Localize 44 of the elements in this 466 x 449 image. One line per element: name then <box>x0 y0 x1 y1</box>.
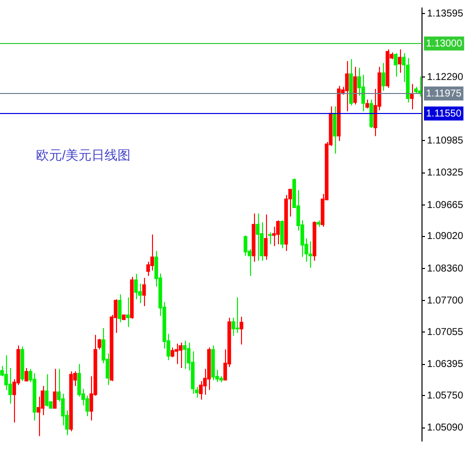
candlestick <box>276 220 280 245</box>
y-tick-label: 1.12290 <box>427 72 464 83</box>
y-tick-label: 1.07055 <box>427 326 464 338</box>
candlestick <box>178 342 182 368</box>
y-tick-label: 1.10325 <box>427 168 464 179</box>
candlestick <box>345 60 349 112</box>
candlestick <box>77 364 81 398</box>
ref-line-label: 1.13000 <box>426 38 463 50</box>
candlestick <box>308 240 312 268</box>
candlestick <box>142 277 146 307</box>
candlestick <box>398 48 402 74</box>
y-tick-label: 1.13595 <box>427 8 464 20</box>
y-tick-label: 1.09020 <box>427 231 464 242</box>
ref-line-label: 1.11550 <box>426 108 462 120</box>
y-tick-label: 1.06395 <box>427 359 464 370</box>
candlestick <box>170 346 174 358</box>
y-tick-label: 1.07700 <box>427 295 464 306</box>
y-tick-label: 1.10985 <box>427 135 464 146</box>
text: 欧元/美元日线图 <box>36 148 131 163</box>
candlestick <box>174 343 178 365</box>
candlestick <box>244 234 248 256</box>
candlestick <box>264 214 268 260</box>
candlestick <box>231 317 236 336</box>
candlestick <box>332 106 337 154</box>
candlestick <box>394 52 398 78</box>
candlestick <box>256 213 260 262</box>
y-tick-label: 1.09665 <box>427 200 464 211</box>
y-tick-label: 1.05750 <box>427 390 464 402</box>
y-tick-label: 1.05090 <box>427 422 464 434</box>
candlestick <box>199 380 203 400</box>
candlestick <box>126 296 130 328</box>
candlestick <box>118 294 122 323</box>
candlestick <box>52 368 57 409</box>
candlestick <box>240 316 244 346</box>
ref-line-label: 1.11975 <box>426 88 462 100</box>
y-tick-label: 1.08360 <box>427 263 464 274</box>
candlestick <box>280 220 284 249</box>
candlestick <box>182 340 186 370</box>
candlestick <box>382 62 386 92</box>
candlestick <box>236 296 240 334</box>
candlestick <box>44 374 48 407</box>
candlestick <box>268 232 272 245</box>
candlestick <box>134 273 138 300</box>
candlestick <box>24 367 28 382</box>
